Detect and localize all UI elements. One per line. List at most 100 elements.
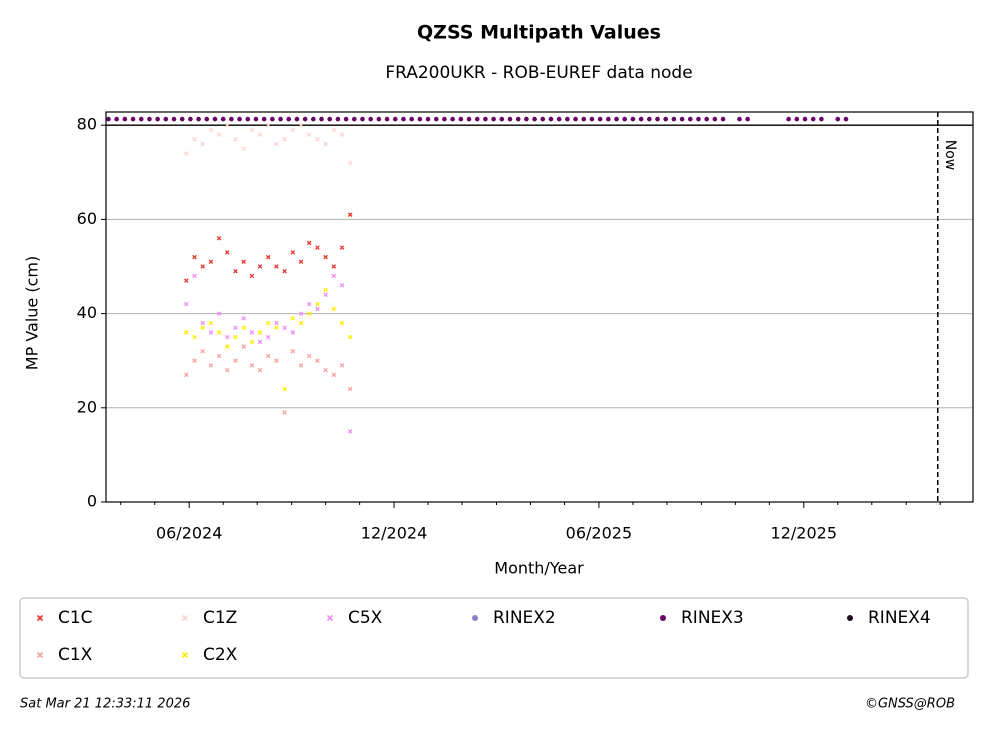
data-point [278,116,283,122]
data-point [843,116,849,122]
data-point [241,325,246,330]
data-point [290,316,296,321]
data-point [347,160,353,166]
data-point [339,320,345,326]
data-point [249,127,255,133]
data-point [548,116,554,122]
data-point [257,339,263,345]
data-point [745,116,750,122]
data-point [331,273,337,279]
x-tick-label: 12/2024 [361,524,427,543]
data-point [671,116,677,122]
data-point [556,116,562,122]
legend-label: C1C [58,608,93,628]
data-point [155,116,160,122]
data-point [368,116,373,122]
data-point [323,292,328,298]
data-point [298,320,304,326]
data-point [306,240,312,246]
x-axis-title: Month/Year [494,559,584,578]
data-point [282,410,287,415]
data-point [540,116,546,122]
data-point [802,116,808,122]
data-point [216,132,222,137]
data-point [216,330,222,335]
data-point [712,116,718,122]
data-point [638,116,644,122]
data-point [315,137,320,142]
data-point [241,344,246,349]
legend-label: RINEX4 [868,608,931,628]
data-point [360,116,365,122]
data-point [565,116,570,122]
data-point [204,116,210,122]
data-point [290,250,296,255]
data-point [274,141,279,147]
x-tick-label: 06/2024 [156,524,222,543]
data-point [331,127,337,133]
data-point [331,264,337,269]
data-point [188,116,193,122]
data-point [663,116,668,122]
data-point [532,116,537,122]
data-point [647,116,652,122]
legend-marker [36,614,44,622]
data-point [343,116,349,122]
data-point [192,358,197,363]
data-point [323,367,328,373]
data-point [208,320,214,326]
now-label: Now [942,140,958,171]
data-point [208,363,214,368]
legend-marker [181,651,189,659]
data-point [597,116,603,122]
data-point [315,306,320,312]
data-point [249,330,255,335]
data-point [265,122,271,128]
data-point [253,116,259,122]
data-point [225,250,230,255]
data-point [257,330,263,335]
data-point [200,349,205,354]
data-point [606,116,611,122]
data-point [114,116,119,122]
legend-box [19,597,969,679]
data-point [233,358,238,363]
data-point [335,116,341,122]
data-point [233,325,238,330]
data-point [249,363,255,368]
data-point [257,367,263,373]
data-point [315,301,320,307]
data-point [208,259,214,265]
data-point [401,116,406,122]
data-point [216,353,222,359]
data-point [233,334,238,340]
data-point [581,116,587,122]
data-point [442,116,447,122]
data-point [298,311,304,316]
data-point [257,132,263,137]
data-point [294,116,300,122]
data-point [282,268,287,274]
data-point [282,386,287,392]
data-point [229,116,234,122]
data-point [216,311,222,316]
legend-marker [36,651,44,659]
y-tick-label: 0 [87,492,97,511]
data-point [306,301,312,307]
data-point [282,325,287,330]
data-point [622,116,628,122]
data-point [298,259,304,265]
data-point [225,334,230,340]
data-point [200,320,205,326]
legend-label: RINEX3 [681,608,744,628]
data-point [274,358,279,363]
data-point [589,116,595,122]
data-point [261,116,267,122]
data-point [265,334,271,340]
data-point [630,116,636,122]
data-point [376,116,382,122]
data-point [270,116,275,122]
data-point [458,116,464,122]
data-point [290,127,296,133]
